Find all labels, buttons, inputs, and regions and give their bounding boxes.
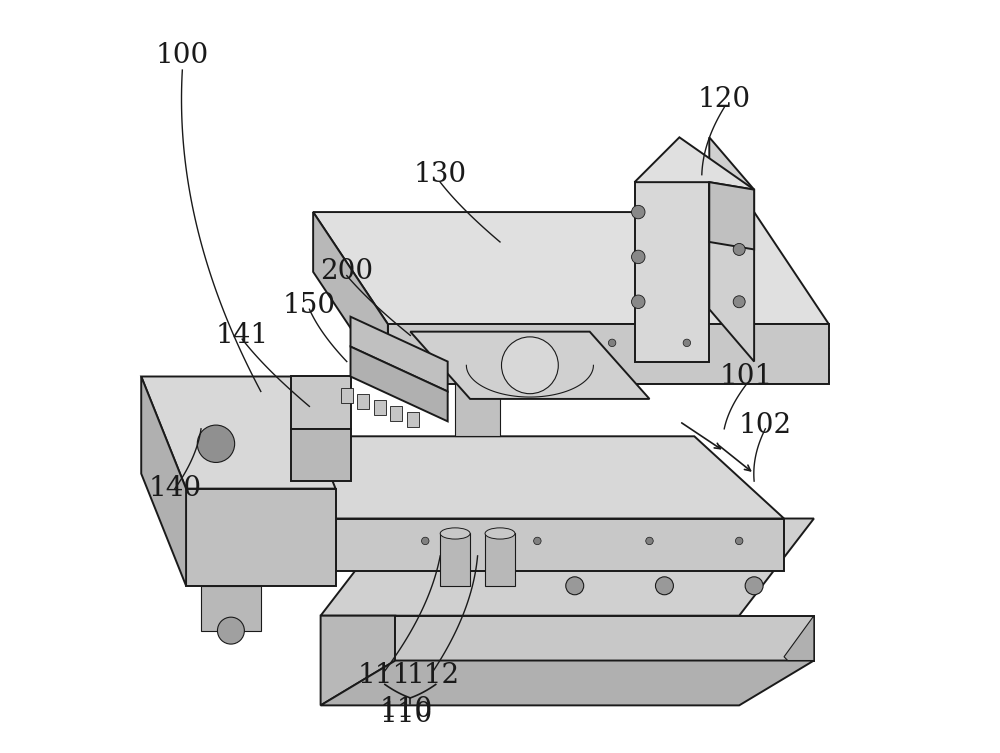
Text: 111: 111 xyxy=(358,662,411,689)
Text: 140: 140 xyxy=(148,475,201,502)
Circle shape xyxy=(655,577,673,595)
Bar xyxy=(374,400,386,415)
Circle shape xyxy=(534,339,541,346)
Polygon shape xyxy=(351,317,448,392)
Polygon shape xyxy=(395,616,814,660)
Polygon shape xyxy=(455,376,500,436)
Circle shape xyxy=(608,339,616,346)
Circle shape xyxy=(733,243,745,255)
Polygon shape xyxy=(141,376,336,489)
Polygon shape xyxy=(313,212,829,325)
Circle shape xyxy=(733,296,745,308)
Text: 150: 150 xyxy=(283,292,336,319)
Polygon shape xyxy=(440,533,470,586)
Circle shape xyxy=(197,425,235,462)
Polygon shape xyxy=(321,660,814,706)
Polygon shape xyxy=(246,436,336,466)
Circle shape xyxy=(217,617,244,644)
Polygon shape xyxy=(410,331,649,399)
Text: 112: 112 xyxy=(406,662,459,689)
Polygon shape xyxy=(141,376,186,586)
Circle shape xyxy=(632,250,645,264)
Polygon shape xyxy=(201,586,261,630)
Text: 110: 110 xyxy=(380,701,433,728)
Polygon shape xyxy=(336,519,784,571)
Circle shape xyxy=(683,339,691,346)
Polygon shape xyxy=(321,519,814,616)
Circle shape xyxy=(745,577,763,595)
Circle shape xyxy=(422,537,429,544)
Polygon shape xyxy=(313,212,388,384)
Polygon shape xyxy=(246,436,336,571)
Bar xyxy=(407,412,419,427)
Polygon shape xyxy=(635,182,709,361)
Bar xyxy=(390,406,402,421)
Polygon shape xyxy=(186,489,336,586)
Bar xyxy=(341,388,353,403)
Polygon shape xyxy=(291,428,351,481)
Polygon shape xyxy=(709,137,754,361)
Polygon shape xyxy=(321,616,395,706)
Circle shape xyxy=(632,295,645,309)
Bar xyxy=(357,394,369,409)
Circle shape xyxy=(534,537,541,544)
Polygon shape xyxy=(635,137,754,190)
Text: 120: 120 xyxy=(698,87,751,114)
Polygon shape xyxy=(388,325,829,384)
Text: 110: 110 xyxy=(380,696,433,723)
Circle shape xyxy=(501,337,558,394)
Text: 200: 200 xyxy=(320,258,373,285)
Polygon shape xyxy=(485,533,515,586)
Ellipse shape xyxy=(440,528,470,539)
Text: 100: 100 xyxy=(156,41,209,69)
Text: 101: 101 xyxy=(720,363,773,390)
Circle shape xyxy=(735,537,743,544)
Polygon shape xyxy=(351,346,448,422)
Polygon shape xyxy=(291,376,351,428)
Polygon shape xyxy=(784,616,814,660)
Text: 141: 141 xyxy=(216,322,269,349)
Ellipse shape xyxy=(485,528,515,539)
Polygon shape xyxy=(246,436,784,519)
Circle shape xyxy=(646,537,653,544)
Circle shape xyxy=(566,577,584,595)
Polygon shape xyxy=(709,182,754,249)
Text: 102: 102 xyxy=(739,412,792,438)
Text: 130: 130 xyxy=(414,161,467,188)
Circle shape xyxy=(632,206,645,219)
